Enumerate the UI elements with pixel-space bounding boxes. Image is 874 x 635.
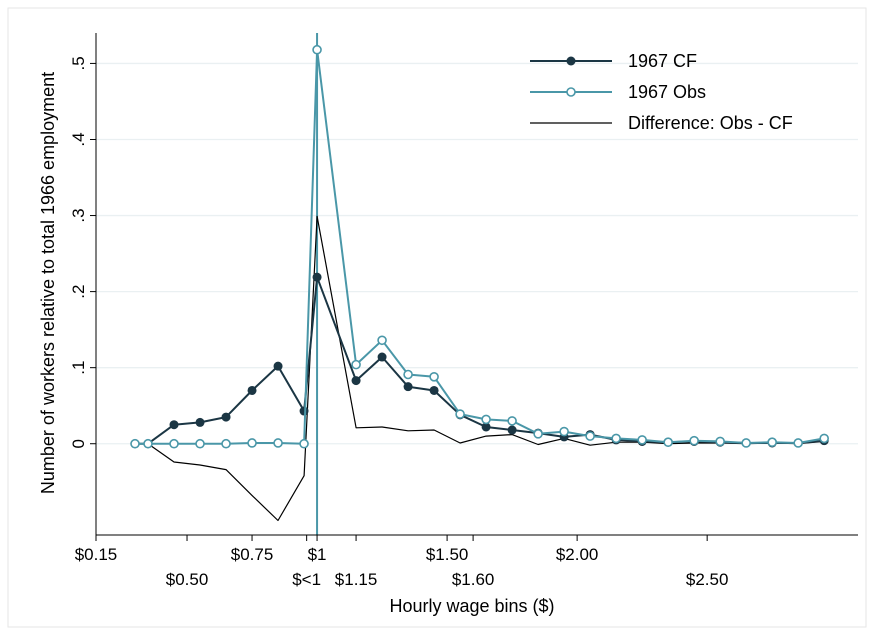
x-tick-label: $2.50: [686, 570, 729, 589]
y-tick-label: .2: [69, 285, 88, 299]
legend-label-diff: Difference: Obs - CF: [628, 113, 793, 133]
legend: 1967 CF 1967 Obs Difference: Obs - CF: [530, 51, 793, 133]
data-point-obs: [351, 359, 361, 370]
x-tick-label: $1.15: [335, 570, 378, 589]
data-point-cf: [481, 422, 491, 432]
data-point-obs: [663, 437, 673, 448]
data-point-obs: [429, 371, 439, 382]
data-point-obs: [611, 433, 621, 444]
data-point-obs: [195, 438, 205, 449]
data-point-cf: [377, 352, 387, 362]
data-point-obs: [312, 44, 322, 55]
legend-label-cf: 1967 CF: [628, 51, 697, 71]
data-point-cf: [247, 385, 257, 395]
series-line-obs: [135, 48, 825, 445]
data-point-cf: [273, 361, 283, 371]
x-tick-label: $1.60: [452, 570, 495, 589]
data-point-cf: [299, 406, 309, 416]
x-ticks: $0.15 $0.75 $1 $1.50 $2.00 $0.50 $<1 $1.15 $1.60…: [75, 535, 729, 589]
data-point-obs: [507, 416, 517, 426]
outer-border: [7, 7, 867, 628]
data-point-obs: [403, 369, 413, 380]
data-point-obs: [169, 438, 179, 449]
data-point-obs: [767, 437, 777, 448]
legend-label-obs: 1967 Obs: [628, 82, 706, 102]
data-point-obs: [637, 435, 647, 445]
y-axis-title: Number of workers relative to total 1966…: [38, 72, 58, 494]
data-point-obs: [715, 436, 725, 447]
y-tick-label: 0: [69, 439, 88, 448]
data-point-obs: [221, 438, 231, 449]
y-tick-label: .3: [69, 208, 88, 222]
data-point-cf: [195, 417, 205, 427]
x-tick-label: $1.50: [426, 545, 469, 564]
series-layer: [130, 44, 829, 522]
data-point-obs: [689, 435, 699, 446]
x-tick-label: $1: [308, 545, 327, 564]
y-tick-label: .1: [69, 361, 88, 375]
data-point-cf: [403, 382, 413, 392]
x-axis-title: Hourly wage bins ($): [389, 596, 554, 616]
data-point-obs: [455, 409, 465, 419]
data-point-obs: [533, 429, 543, 439]
data-point-obs: [377, 335, 387, 346]
legend-marker-obs: [566, 87, 576, 97]
data-point-obs: [819, 433, 829, 444]
legend-marker-cf: [566, 56, 576, 66]
series-line-difference: [135, 215, 825, 522]
y-tick-label: .5: [69, 56, 88, 70]
data-point-cf: [507, 425, 517, 435]
x-tick-label: $<1: [292, 570, 321, 589]
data-point-obs: [793, 438, 803, 448]
axes: [95, 33, 858, 536]
x-tick-label: $2.00: [556, 545, 599, 564]
y-tick-label: .4: [69, 132, 88, 146]
data-point-obs: [299, 438, 309, 449]
data-point-cf: [429, 385, 439, 395]
data-point-obs: [559, 426, 569, 437]
x-tick-label: $0.75: [231, 545, 274, 564]
data-point-obs: [585, 431, 595, 441]
data-point-obs: [247, 438, 257, 448]
data-point-cf: [221, 412, 231, 422]
data-point-obs: [273, 438, 283, 448]
x-tick-label: $0.15: [75, 545, 118, 564]
y-ticks: 0 .1 .2 .3 .4 .5: [69, 56, 96, 448]
data-point-cf: [351, 376, 361, 386]
data-point-cf: [169, 420, 179, 430]
plot-area: [96, 33, 858, 535]
data-point-obs: [481, 414, 491, 425]
data-point-obs: [143, 438, 153, 449]
x-tick-label: $0.50: [166, 570, 209, 589]
data-point-cf: [312, 272, 322, 282]
data-point-obs: [130, 438, 140, 449]
data-point-obs: [741, 438, 751, 448]
